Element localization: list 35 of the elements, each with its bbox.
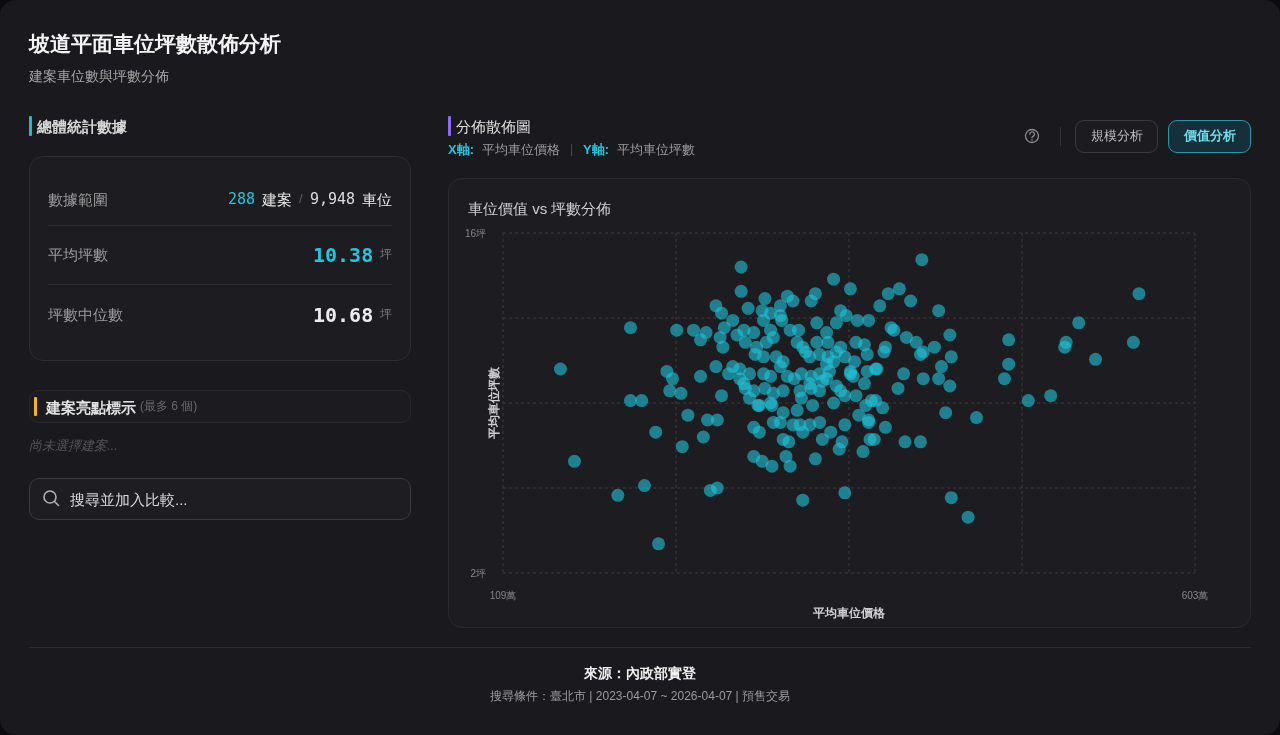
text: 來源：內政部實登 [584, 665, 696, 682]
text: 平均坪數 [48, 245, 108, 263]
text: 價值分析 [1183, 128, 1236, 144]
y-tick-label: 2坪 [470, 567, 486, 579]
text: 9,948 [310, 189, 356, 208]
text: 坡道平面車位坪數散佈分析 [29, 32, 281, 57]
text: 平均車位價格 [482, 141, 560, 158]
text: 坪數中位數 [48, 305, 123, 323]
text: Y軸: [583, 141, 609, 158]
text: 288 [228, 189, 256, 208]
x-tick-label: 109萬 [489, 589, 517, 601]
text: | [570, 142, 574, 157]
text: 坪 [380, 307, 392, 322]
text: / [299, 190, 303, 207]
text: 總體統計數據 [37, 117, 127, 135]
text: 10.68 [313, 302, 374, 327]
x-axis-title: 平均車位價格 [812, 606, 886, 620]
chart-title: 車位價值 vs 坪數分佈 [468, 199, 612, 217]
text: 分佈散佈圖 [456, 117, 531, 135]
text: X軸: [448, 141, 474, 158]
text: 坪 [380, 247, 392, 262]
text: 建案車位數與坪數分佈 [29, 68, 169, 85]
text: 數據範圍 [48, 190, 108, 208]
text: 規模分析 [1090, 128, 1143, 144]
text: 10.38 [313, 242, 374, 267]
text: 建案 [262, 190, 292, 208]
text: (最多 6 個) [140, 399, 198, 414]
y-tick-label: 16坪 [464, 227, 486, 239]
text: 搜尋並加入比較... [70, 490, 188, 508]
text: 平均車位坪數 [617, 141, 695, 158]
text: 車位 [362, 190, 392, 208]
x-tick-label: 603萬 [1181, 589, 1209, 601]
y-axis-title: 平均車位坪數 [487, 366, 501, 440]
text: 搜尋條件：臺北市 | 2023-04-07 ~ 2026-04-07 | 預售交易 [490, 689, 791, 704]
text: 建案亮點標示 [46, 398, 136, 416]
